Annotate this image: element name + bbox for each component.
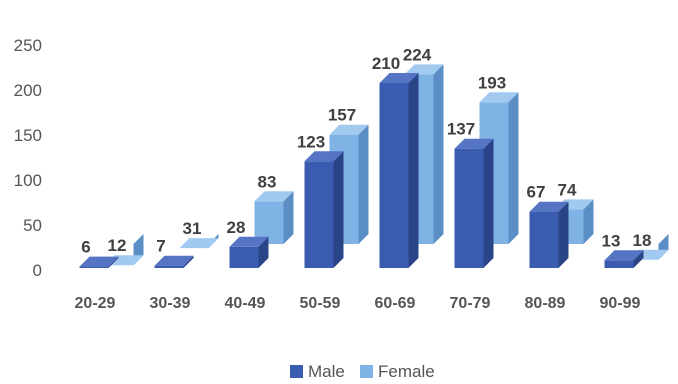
data-label-female-30-39: 31 — [183, 219, 202, 238]
y-tick-label: 150 — [14, 126, 42, 145]
y-tick-label: 250 — [14, 36, 42, 55]
x-tick-label: 30-39 — [150, 295, 191, 312]
y-axis: 0 50 100 150 200 250 — [14, 36, 42, 280]
data-label-male-60-69: 210 — [372, 54, 400, 73]
y-tick-label: 0 — [33, 261, 42, 280]
bars — [79, 64, 669, 268]
bar-male-50-59 — [304, 151, 344, 268]
data-label-female-70-79: 193 — [478, 73, 506, 92]
data-label-male-20-29: 6 — [81, 238, 90, 257]
legend-swatch — [290, 365, 303, 378]
data-label-female-50-59: 157 — [328, 106, 356, 125]
bar-male-90-99 — [604, 250, 644, 268]
x-tick-label: 40-49 — [225, 295, 266, 312]
legend-label: Male — [308, 362, 345, 381]
bar-male-80-89 — [529, 201, 569, 268]
bar-male-60-69 — [379, 73, 419, 268]
legend: Male Female — [290, 362, 435, 381]
x-tick-label: 80-89 — [525, 295, 566, 312]
data-label-female-20-29: 12 — [108, 236, 127, 255]
data-label-male-80-89: 67 — [527, 183, 546, 202]
x-tick-label: 20-29 — [75, 295, 116, 312]
y-tick-label: 50 — [23, 216, 42, 235]
data-label-male-90-99: 13 — [602, 231, 621, 250]
bar-male-40-49 — [229, 236, 269, 268]
data-label-female-80-89: 74 — [558, 180, 577, 199]
y-tick-label: 200 — [14, 81, 42, 100]
data-label-male-40-49: 28 — [227, 218, 246, 237]
data-label-female-60-69: 224 — [403, 45, 432, 64]
data-label-male-50-59: 123 — [297, 132, 325, 151]
data-label-male-70-79: 137 — [447, 120, 475, 139]
legend-item-male: Male — [290, 362, 345, 381]
legend-swatch — [360, 365, 373, 378]
x-tick-label: 70-79 — [450, 295, 491, 312]
data-label-female-40-49: 83 — [258, 172, 277, 191]
bar-male-30-39 — [154, 255, 194, 268]
data-label-male-30-39: 7 — [156, 237, 165, 256]
data-label-female-90-99: 18 — [633, 231, 652, 250]
y-tick-label: 100 — [14, 171, 42, 190]
x-tick-label: 50-59 — [300, 295, 341, 312]
x-axis: 20-29 30-39 40-49 50-59 60-69 70-79 80-89 90-99 — [75, 295, 641, 312]
bar-male-20-29 — [79, 256, 119, 268]
legend-item-female: Female — [360, 362, 435, 381]
x-tick-label: 60-69 — [375, 295, 416, 312]
bar-male-70-79 — [454, 138, 494, 268]
legend-label: Female — [378, 362, 435, 381]
bar-female-30-39 — [179, 234, 219, 249]
x-tick-label: 90-99 — [600, 295, 641, 312]
bar-female-40-49 — [254, 191, 294, 244]
